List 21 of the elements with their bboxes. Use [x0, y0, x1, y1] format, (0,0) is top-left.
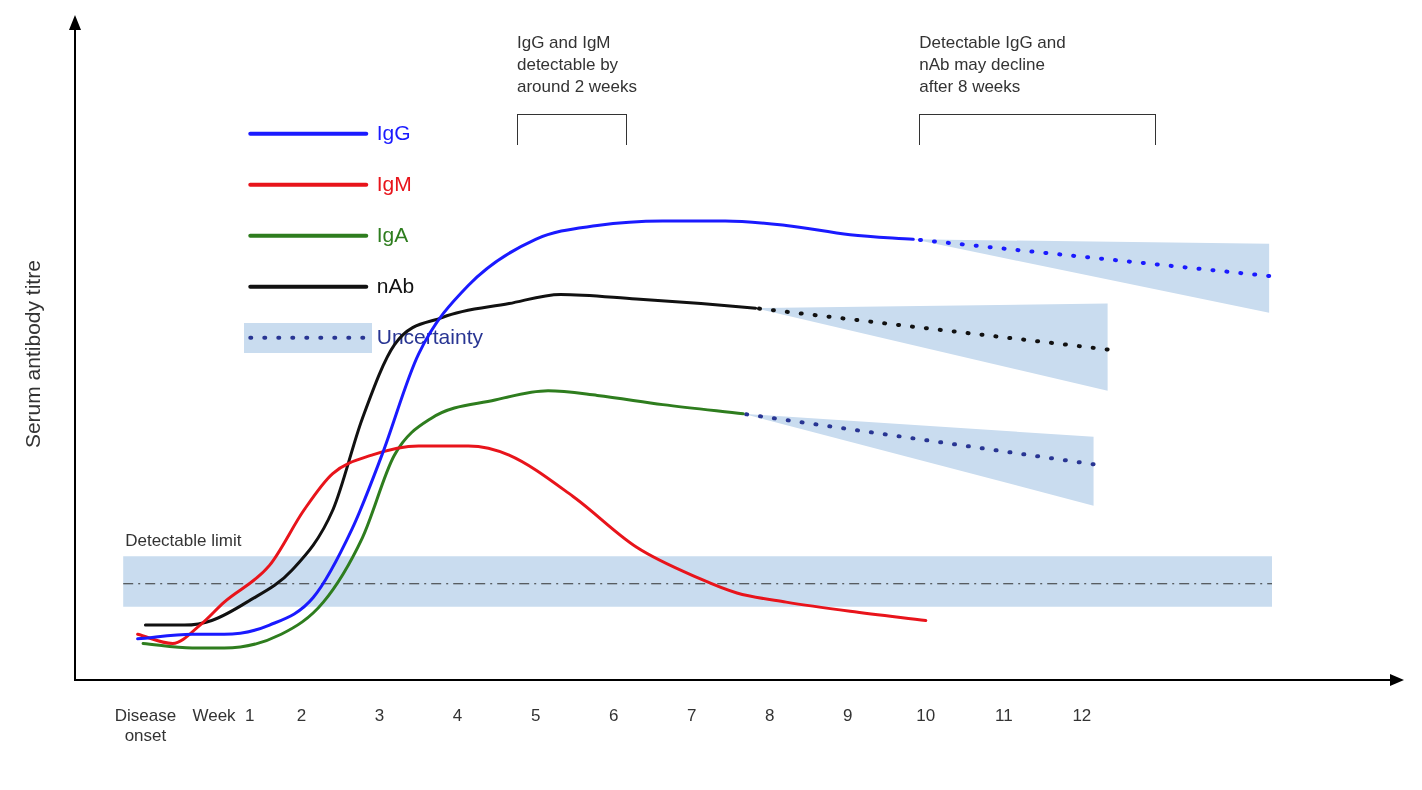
x-tick-label: 11 — [994, 706, 1013, 726]
text: IgM — [376, 171, 412, 195]
text: IgA — [376, 222, 409, 246]
text: Detectable IgG and nAb may decline after 8 weeks — [919, 32, 1067, 98]
x-tick-label: 5 — [530, 706, 541, 726]
x-tick-label: Disease onset — [114, 706, 177, 746]
x-tick-label: 6 — [608, 706, 619, 726]
text: IgG — [376, 120, 411, 144]
x-tick-label: 4 — [452, 706, 463, 726]
x-tick-label: 2 — [296, 706, 307, 726]
x-tick-label: Week 1 — [192, 706, 255, 726]
x-tick-label: 8 — [764, 706, 775, 726]
x-tick-label: 9 — [843, 706, 853, 726]
band-label: Detectable limit — [125, 531, 242, 551]
x-tick-label: 12 — [1072, 706, 1092, 726]
series-label: nAb — [376, 273, 415, 297]
x-tick-label: 3 — [374, 706, 385, 726]
x-tick-label: 10 — [916, 706, 936, 726]
y-axis-title: Serum antibody titre — [21, 260, 45, 449]
x-tick-label: 7 — [686, 706, 697, 726]
text: IgG and IgM detectable by around 2 weeks — [516, 32, 638, 98]
